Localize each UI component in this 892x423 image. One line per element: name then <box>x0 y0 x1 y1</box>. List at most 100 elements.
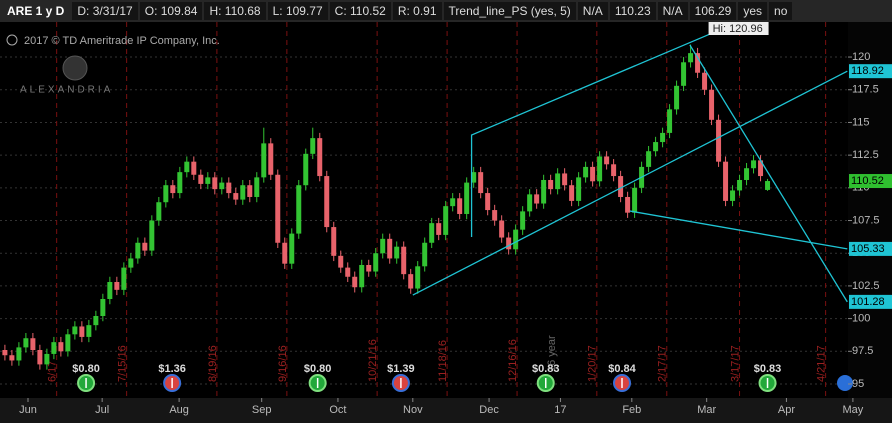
symbol[interactable]: ARE 1 y D <box>7 4 65 18</box>
candle-body <box>163 185 169 203</box>
x-tick-label: Aug <box>169 404 189 416</box>
header-field: yes <box>738 2 768 20</box>
candle-body <box>548 179 554 190</box>
candle-body <box>79 326 85 337</box>
candle-body <box>590 166 596 182</box>
candle-body <box>282 242 288 264</box>
logo <box>62 55 88 81</box>
candle-body <box>51 342 57 354</box>
y-tick-label: 115 <box>852 116 870 128</box>
candle-body <box>226 182 232 194</box>
candle-body <box>541 179 547 204</box>
expiration-label: 4/21/17 <box>816 345 828 382</box>
candle-body <box>667 109 673 133</box>
candle-body <box>261 143 267 178</box>
candle-body <box>569 185 575 201</box>
candle-body <box>296 185 302 234</box>
x-tick-label: Mar <box>697 404 716 416</box>
candle-body <box>765 181 771 190</box>
expiration-label: 8/19/16 <box>207 345 219 382</box>
candle-body <box>338 255 344 268</box>
candle-body <box>317 138 323 177</box>
candle-body <box>513 229 519 250</box>
candle-body <box>653 142 659 152</box>
candle-body <box>632 187 638 213</box>
expiration-label: 11/18/16 <box>437 340 449 382</box>
candle-body <box>86 325 92 337</box>
dividend-label: $0.80 <box>72 363 100 375</box>
candle-body <box>674 85 680 110</box>
candle-body <box>303 153 309 186</box>
x-tick-label: Dec <box>479 404 499 416</box>
y-tick-label: 107.5 <box>852 214 880 226</box>
candle-body <box>604 156 610 165</box>
annotation: Hi: 120.96 <box>713 23 763 35</box>
trendline <box>470 31 715 238</box>
candle-body <box>625 196 631 213</box>
trendline-value-box <box>849 294 892 309</box>
candle-body <box>646 151 652 167</box>
y-tick-label: 95 <box>852 378 864 390</box>
candle-body <box>562 173 568 186</box>
x-tick-label: 17 <box>554 404 566 416</box>
x-tick-label: Nov <box>403 404 423 416</box>
candle-body <box>149 220 155 251</box>
candle-body <box>450 198 456 207</box>
candle-body <box>58 342 64 352</box>
x-tick-label: May <box>843 404 864 416</box>
period-label: 16 year <box>546 335 558 372</box>
trendline <box>412 70 848 296</box>
header-field: 106.29 <box>689 2 737 20</box>
watermark: ALEXANDRIA <box>20 85 113 96</box>
annotation-box <box>708 22 769 35</box>
header-field: no <box>769 2 793 20</box>
info-icon[interactable] <box>6 34 18 46</box>
help-icon[interactable] <box>837 375 853 391</box>
candle-body <box>555 173 561 190</box>
dividend-label: $0.83 <box>754 363 782 375</box>
candle-body <box>681 62 687 86</box>
dividend-label: $0.84 <box>608 363 636 375</box>
header-field: O: 109.84 <box>139 2 203 20</box>
header-field: 110.23 <box>609 2 656 20</box>
trendline <box>689 44 848 303</box>
candle-body <box>254 177 260 197</box>
candle-body <box>184 161 190 173</box>
dividend-label: $0.83 <box>532 363 560 375</box>
candle-body <box>72 326 78 335</box>
candle-body <box>534 194 540 204</box>
expiration-label: 1/20/17 <box>587 345 599 382</box>
candle-body <box>114 281 120 290</box>
candle-body <box>492 210 498 221</box>
candle-body <box>205 177 211 184</box>
trendline-value-box <box>849 64 892 79</box>
y-tick-label: 120 <box>852 51 870 63</box>
candle-body <box>408 274 414 289</box>
candle-body <box>128 258 134 268</box>
candle-body <box>576 177 582 201</box>
candle-body <box>191 161 197 175</box>
expiration-label: 9/16/16 <box>277 345 289 382</box>
candle-body <box>30 338 36 351</box>
header-field: H: 110.68 <box>204 2 266 20</box>
header: ARE 1 y D D: 3/31/17 O: 109.84 H: 110.68 L:… <box>0 0 892 22</box>
candle-body <box>289 233 295 264</box>
candle-body <box>9 355 15 361</box>
trendline-value: 105.33 <box>851 243 885 255</box>
candle-body <box>520 211 526 230</box>
candle-body <box>485 193 491 211</box>
candle-body <box>65 334 71 352</box>
candle-body <box>387 238 393 259</box>
candle-body <box>233 193 239 200</box>
candle-body <box>324 176 330 228</box>
candle-body <box>100 298 106 316</box>
candle-body <box>345 267 351 277</box>
dividend-label: $1.39 <box>387 363 415 375</box>
candle-body <box>709 89 715 120</box>
header-field: C: 110.52 <box>329 2 391 20</box>
candle-body <box>275 174 281 243</box>
y-tick-label: 102.5 <box>852 280 880 292</box>
header-field: N/A <box>657 2 688 20</box>
candle-body <box>744 168 750 180</box>
candle-body <box>177 172 183 194</box>
